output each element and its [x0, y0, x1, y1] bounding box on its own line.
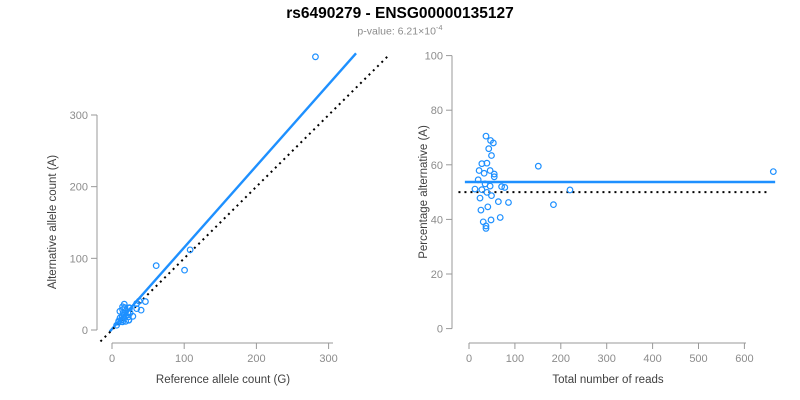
y-tick-label: 100 — [70, 253, 88, 265]
y-tick-label: 0 — [82, 325, 88, 337]
data-point — [113, 321, 121, 329]
data-point — [129, 312, 137, 320]
x-tick-label: 100 — [506, 353, 524, 365]
data-point — [475, 167, 483, 174]
data-point — [501, 184, 509, 191]
data-point — [482, 222, 490, 230]
data-point — [566, 186, 574, 194]
left-x-axis-label: Reference allele count (G) — [155, 374, 291, 386]
plot-title: rs6490279 - ENSG00000135127 — [286, 5, 514, 22]
y-tick-label: 20 — [431, 269, 443, 281]
data-point — [487, 216, 495, 224]
y-tick-label: 40 — [431, 214, 443, 226]
identity-line — [99, 55, 389, 343]
data-point — [489, 139, 497, 147]
y-tick-label: 60 — [431, 160, 443, 172]
data-point — [135, 297, 143, 305]
y-tick-label: 100 — [425, 51, 443, 63]
data-point — [505, 199, 512, 206]
x-tick-label: 300 — [319, 353, 337, 365]
data-point — [152, 262, 160, 270]
x-tick-label: 400 — [643, 353, 661, 365]
fit-line — [108, 52, 357, 333]
x-tick-label: 0 — [109, 353, 115, 365]
data-point — [482, 132, 490, 140]
data-point — [488, 192, 495, 200]
data-point — [483, 188, 491, 196]
x-tick-label: 0 — [466, 353, 472, 365]
data-point — [769, 168, 777, 176]
x-tick-label: 500 — [689, 353, 707, 365]
x-tick-label: 600 — [735, 353, 753, 365]
data-point — [490, 170, 498, 178]
x-tick-label: 300 — [598, 353, 616, 365]
p-value-text: p-value: 6.21×10 — [357, 25, 436, 38]
data-point — [488, 152, 495, 159]
right-x-axis-label: Total number of reads — [552, 374, 664, 386]
data-point — [133, 305, 141, 313]
data-point — [534, 162, 542, 170]
data-point — [474, 176, 482, 184]
data-point — [471, 185, 479, 193]
data-point — [550, 201, 557, 209]
data-point — [480, 169, 488, 177]
p-value-exponent: -4 — [435, 22, 443, 32]
y-tick-label: 80 — [431, 105, 443, 117]
data-points — [471, 132, 777, 232]
data-point — [478, 186, 486, 194]
data-point — [312, 53, 319, 61]
data-point — [486, 182, 494, 190]
data-point — [498, 183, 505, 191]
x-tick-label: 200 — [247, 353, 265, 365]
data-point — [477, 206, 485, 214]
y-tick-label: 200 — [70, 182, 88, 194]
x-tick-label: 200 — [552, 353, 570, 365]
data-point — [490, 173, 498, 181]
left-plot: 0 100 200 300 0 100 200 300 — [70, 52, 389, 365]
data-point — [125, 316, 133, 324]
data-point — [496, 214, 504, 221]
data-point — [476, 194, 484, 202]
plot-subtitle: p-value: 6.21×10-4 — [357, 23, 442, 38]
data-points — [113, 53, 319, 329]
data-point — [142, 298, 149, 305]
data-point — [494, 198, 502, 206]
data-point — [186, 246, 194, 254]
data-point — [484, 203, 492, 211]
data-point — [483, 159, 491, 167]
data-point — [485, 145, 493, 153]
data-point — [486, 167, 494, 174]
data-point — [137, 306, 145, 314]
right-plot: 0 20 40 60 80 100 0 100 200 300 400 500 600 — [425, 51, 777, 365]
y-tick-label: 0 — [437, 324, 443, 336]
data-point — [482, 225, 490, 232]
y-tick-label: 300 — [70, 110, 88, 122]
data-point — [119, 318, 127, 326]
x-tick-label: 100 — [175, 353, 193, 365]
data-point — [181, 266, 188, 274]
